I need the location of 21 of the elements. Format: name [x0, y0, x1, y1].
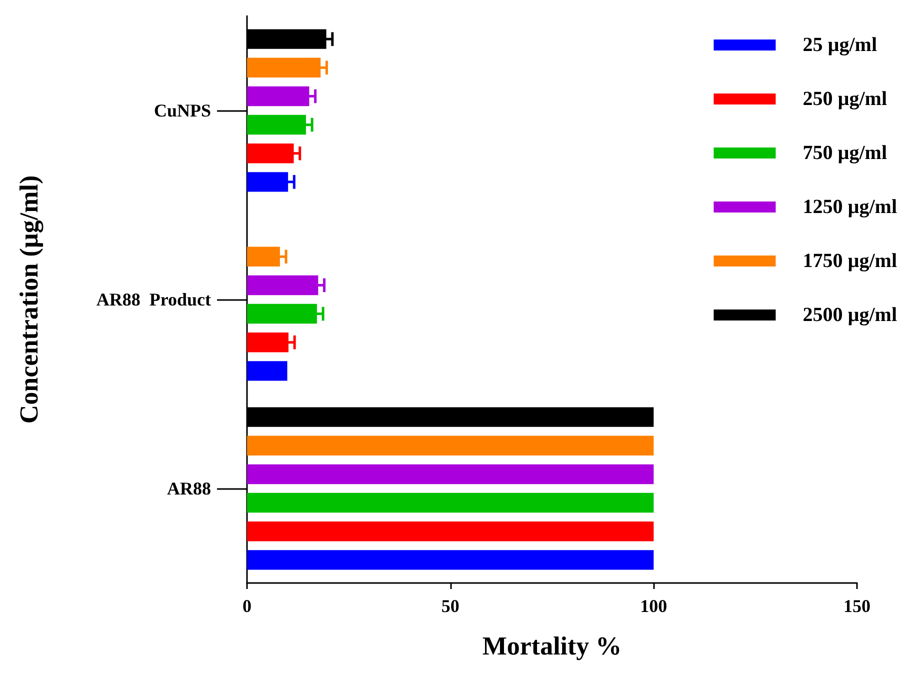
y-axis-title: Concentration (µg/ml) — [14, 175, 44, 424]
y-tick-label: CuNPS — [154, 100, 211, 120]
bar — [247, 464, 654, 484]
legend-label: 1250 µg/ml — [802, 196, 898, 218]
x-tick-label: 0 — [242, 596, 252, 616]
x-tick-label: 50 — [441, 596, 460, 616]
bar — [247, 522, 654, 542]
legend-label: 2500 µg/ml — [802, 304, 898, 326]
legend-label: 750 µg/ml — [802, 142, 888, 164]
legend-label: 250 µg/ml — [802, 88, 888, 110]
x-tick-label: 150 — [844, 596, 870, 616]
x-tick-label: 100 — [640, 596, 668, 616]
legend-label: 1750 µg/ml — [802, 250, 898, 272]
bar — [247, 492, 654, 513]
bar — [247, 361, 288, 381]
legend-label: 25 µg/ml — [802, 34, 878, 56]
y-tick-label: AR88 — [167, 478, 211, 498]
bar — [247, 550, 654, 570]
y-tick-label: AR88 Product — [96, 290, 211, 310]
bar — [247, 436, 654, 456]
x-axis-title: Mortality % — [482, 632, 622, 660]
